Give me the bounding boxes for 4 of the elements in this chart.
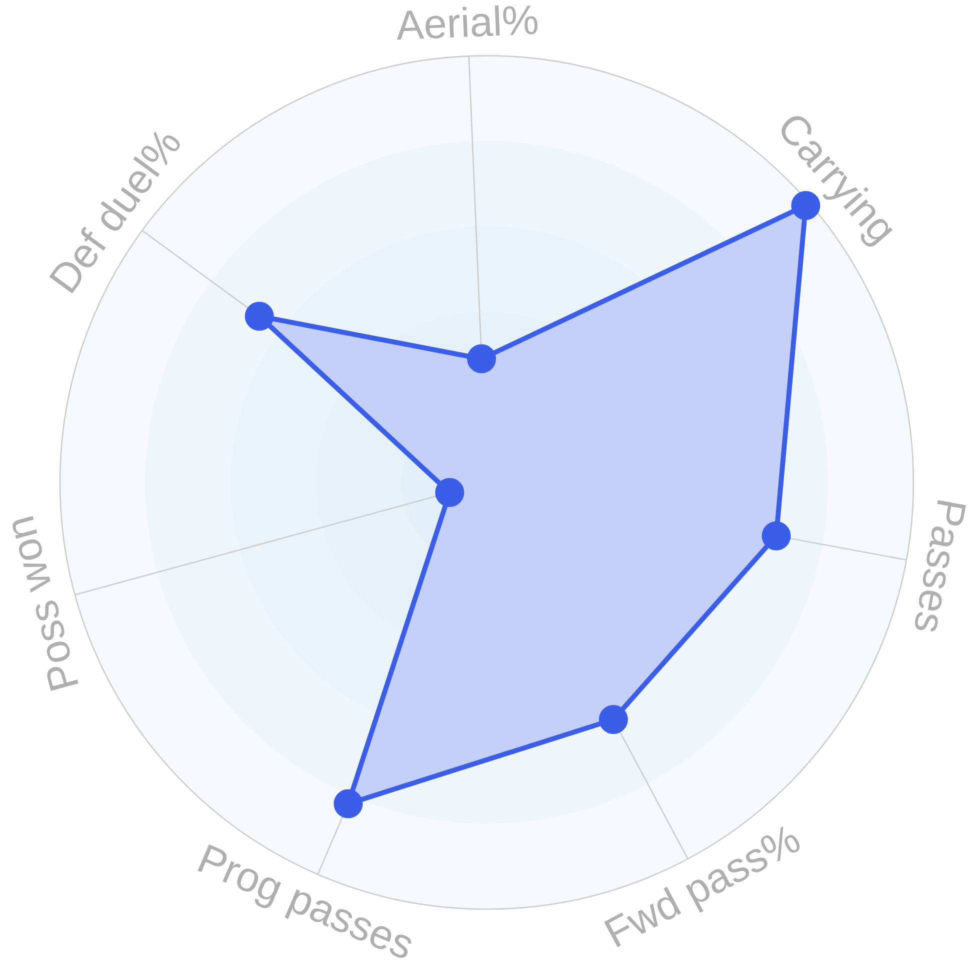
spoke-label: Passes (915, 500, 966, 632)
spoke-label: Aerial% (396, 5, 538, 40)
spoke-label: Poss won (12, 516, 79, 691)
spoke-label: Prog passes (198, 844, 412, 958)
